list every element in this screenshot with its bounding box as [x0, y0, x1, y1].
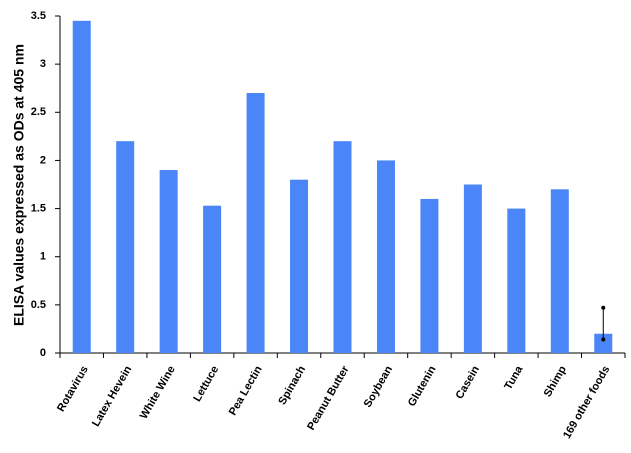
bar: [72, 20, 91, 354]
y-axis-label: ELISA values expressed as ODs at 405 nm: [11, 44, 27, 326]
bar: [507, 208, 526, 353]
bar: [463, 184, 482, 353]
bar: [376, 160, 395, 353]
error-cap-top: [601, 305, 606, 310]
bar: [159, 170, 178, 353]
x-tick-label: Shimp: [542, 364, 569, 399]
bar: [420, 198, 439, 353]
x-tick-label: Casein: [454, 364, 483, 401]
x-tick-label: Latex Hevein: [90, 364, 134, 429]
y-tick-label: 2.5: [31, 106, 46, 118]
x-tick-label: Lettuce: [191, 364, 221, 404]
bar: [246, 93, 265, 354]
bar: [550, 189, 569, 353]
y-tick-label: 3.5: [31, 10, 46, 22]
x-tick-label: Soybean: [362, 364, 395, 410]
x-tick-label: Rotavirus: [55, 364, 91, 414]
error-cap-bottom: [601, 337, 606, 342]
bar: [116, 141, 135, 353]
bar: [203, 205, 222, 353]
x-tick-label: 169 other foods: [561, 364, 612, 441]
x-tick-label: Peanut Butter: [305, 363, 352, 432]
bar: [290, 179, 309, 353]
y-tick-label: 0: [40, 347, 46, 359]
y-tick-label: 0.5: [31, 299, 46, 311]
bar: [594, 333, 613, 353]
x-tick-label: Glutenin: [406, 364, 439, 409]
bar: [333, 141, 352, 353]
y-tick-label: 2: [40, 154, 46, 166]
x-tick-label: Pea Lectin: [227, 364, 265, 418]
y-tick-label: 1.5: [31, 202, 46, 214]
x-tick-label: White Wine: [138, 364, 178, 421]
x-tick-label: Spinach: [276, 364, 308, 407]
x-tick-label: Tuna: [502, 363, 526, 392]
y-tick-label: 1: [40, 251, 46, 263]
y-tick-label: 3: [40, 58, 46, 70]
